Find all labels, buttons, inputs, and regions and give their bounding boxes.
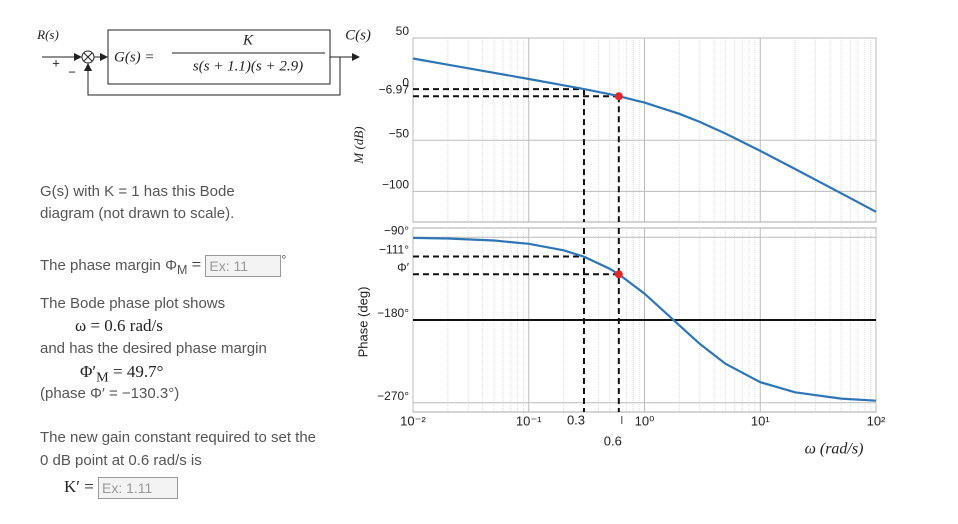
numerator: K (242, 32, 254, 48)
input-label: R(s) (36, 27, 59, 42)
gain-input[interactable]: Ex: 1.11 (98, 477, 179, 500)
math-line: ω = 0.6 rad/s (75, 316, 163, 335)
gain-row: K′ = Ex: 1.11 (64, 476, 179, 500)
y-tick-label: −50 (389, 126, 410, 140)
y-tick-label: −100 (382, 178, 409, 192)
y-tick-label: −270° (377, 389, 409, 403)
y-tick-label: Φ′ (397, 260, 410, 274)
x-tick-label: 10⁻² (400, 413, 426, 428)
y-axis-label: M (dB) (351, 126, 366, 164)
block-diagram (42, 29, 360, 96)
highlight-point (614, 270, 623, 279)
y-tick-label: −6.97 (379, 82, 410, 96)
text-line: 0 dB point at 0.6 rad/s is (40, 452, 202, 469)
unit: ° (281, 253, 287, 267)
phase-margin-row: The phase margin ΦM = Ex: 11 ° (40, 249, 286, 281)
x-tick-label: 10¹ (751, 413, 770, 428)
output-label: C(s) (345, 27, 371, 43)
subscript: M (96, 369, 109, 386)
x-tick-label: 0.3 (567, 412, 585, 427)
text-line: The new gain constant required to set th… (40, 429, 317, 446)
x-tick-label: 10² (867, 413, 886, 428)
block-label: G(s) = (114, 49, 155, 65)
curve (412, 236, 877, 402)
symbol: Φ′ (80, 362, 97, 381)
y-tick-label: 0 (402, 75, 409, 89)
label: The phase margin Φ (40, 257, 178, 274)
intro-line: G(s) with K = 1 has this Bode (40, 183, 235, 200)
y-tick-label: −180° (377, 306, 409, 320)
y-tick-label: −111° (379, 243, 409, 257)
x-tick-label: 10⁻¹ (516, 413, 542, 428)
y-axis-label: Phase (deg) (355, 287, 370, 358)
math-line: Φ′M = 49.7° (80, 361, 163, 388)
highlight-point (614, 92, 623, 101)
text-line: (phase Φ′ = −130.3°) (40, 385, 180, 402)
value: = 49.7° (108, 362, 164, 381)
x-axis-label: ω (rad/s) (805, 441, 864, 458)
plus-sign: + (52, 55, 60, 70)
curve (412, 57, 877, 213)
phase-margin-input[interactable]: Ex: 11 (205, 255, 282, 278)
y-tick-label: −90° (384, 223, 409, 237)
minus-sign: − (68, 64, 76, 79)
feedback-path (84, 57, 341, 96)
junction-cross (83, 52, 93, 62)
label: K′ = (64, 477, 94, 496)
text-line: The Bode phase plot shows (40, 295, 226, 312)
x-tick-label: 10⁰ (635, 413, 655, 428)
denominator: s(s + 1.1)(s + 2.9) (193, 58, 303, 74)
relation: = (191, 255, 202, 274)
subscript: M (177, 263, 188, 277)
intro-line: diagram (not drawn to scale). (40, 205, 235, 222)
y-tick-label: 50 (396, 24, 410, 38)
text-line: and has the desired phase margin (40, 340, 267, 357)
x-tick-label: 0.6 (604, 433, 622, 448)
